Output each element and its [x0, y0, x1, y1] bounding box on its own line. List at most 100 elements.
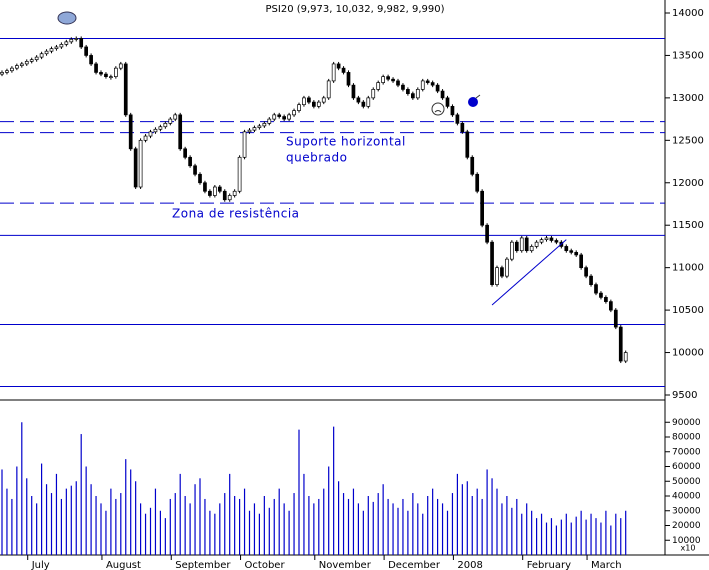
candle	[579, 254, 584, 269]
candle	[594, 284, 598, 294]
candle	[524, 237, 529, 252]
candle	[425, 80, 430, 83]
x-tick-label: July	[31, 560, 50, 570]
x-tick-label: November	[319, 560, 372, 570]
candle	[118, 63, 123, 69]
candle	[203, 182, 207, 192]
candle	[415, 89, 420, 99]
icon-bomb	[468, 94, 481, 107]
candle	[470, 156, 475, 175]
candle	[331, 63, 336, 82]
candle	[346, 72, 351, 86]
candle	[178, 114, 183, 150]
candle	[104, 73, 108, 78]
candle	[242, 131, 247, 158]
candle	[406, 89, 410, 94]
candle	[341, 67, 346, 73]
candle	[505, 258, 509, 277]
candle	[401, 84, 405, 90]
candle	[564, 246, 569, 252]
candle	[39, 53, 44, 58]
candle	[168, 118, 173, 124]
candle	[59, 44, 64, 48]
icon-globe	[57, 11, 77, 25]
candle	[381, 76, 385, 83]
candle	[277, 114, 282, 117]
candle	[391, 78, 395, 82]
candle	[138, 139, 143, 188]
candle	[529, 246, 534, 252]
x-tick-label: December	[388, 560, 441, 570]
candle	[79, 38, 84, 48]
candle	[153, 128, 158, 133]
y-tick-label: 10000	[672, 348, 704, 359]
candle	[608, 301, 613, 311]
trend-line	[491, 239, 567, 306]
candle	[618, 326, 623, 362]
candle	[227, 195, 232, 201]
candle	[222, 190, 227, 201]
candle	[252, 127, 257, 131]
candle	[549, 237, 554, 241]
candle	[123, 63, 128, 116]
candle	[232, 190, 237, 196]
candle	[34, 56, 39, 61]
candle	[450, 106, 455, 116]
candle	[29, 59, 34, 62]
candle	[297, 104, 301, 111]
candle	[351, 84, 356, 99]
candle	[198, 173, 202, 184]
candle	[188, 156, 192, 167]
candle	[307, 97, 311, 103]
volume-tick-label: 10000	[672, 536, 701, 546]
candle	[208, 190, 212, 196]
y-tick-label: 14000	[672, 8, 704, 19]
candle	[292, 110, 296, 116]
candle	[445, 97, 450, 107]
candle	[10, 67, 14, 72]
candle	[24, 61, 29, 65]
candle	[460, 122, 465, 133]
candle	[539, 239, 544, 243]
candle	[267, 118, 272, 124]
candle	[336, 63, 341, 69]
x-tick-label: October	[245, 560, 286, 570]
volume-tick-label: 30000	[672, 506, 701, 516]
candle	[519, 237, 524, 252]
candle	[371, 89, 376, 99]
candle	[133, 148, 138, 188]
candle	[257, 125, 262, 128]
candle	[430, 82, 435, 86]
candle	[321, 97, 326, 103]
candle	[99, 72, 103, 75]
candle	[435, 84, 440, 92]
volume-unit: x10	[681, 544, 696, 553]
volume-tick-label: 90000	[672, 418, 701, 428]
x-tick-label: February	[527, 560, 571, 570]
candle	[158, 126, 163, 130]
candle	[49, 48, 54, 52]
candle	[411, 93, 415, 99]
candle	[64, 41, 69, 45]
y-tick-label: 11500	[672, 220, 704, 231]
candle	[465, 131, 470, 158]
candle	[500, 267, 504, 277]
candle	[574, 252, 579, 256]
candle	[262, 122, 267, 127]
candle	[287, 114, 291, 120]
y-tick-label: 13000	[672, 93, 704, 104]
candle	[440, 90, 445, 99]
candle	[272, 114, 277, 120]
candle	[366, 97, 371, 107]
candle	[604, 297, 608, 302]
y-tick-label: 13500	[672, 50, 704, 61]
candle	[554, 240, 559, 243]
candle	[302, 97, 306, 106]
y-tick-label: 12500	[672, 135, 704, 146]
candle	[544, 237, 549, 240]
volume-tick-label: 60000	[672, 462, 701, 472]
volume-tick-label: 40000	[672, 492, 701, 502]
x-tick-label: September	[175, 560, 231, 570]
candle	[0, 72, 4, 75]
